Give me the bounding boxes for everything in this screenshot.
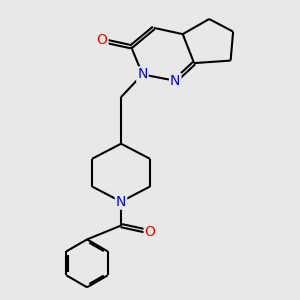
Text: N: N (170, 74, 180, 88)
Text: N: N (116, 195, 126, 208)
Text: N: N (137, 68, 148, 81)
Text: O: O (145, 225, 155, 239)
Text: O: O (97, 33, 108, 47)
